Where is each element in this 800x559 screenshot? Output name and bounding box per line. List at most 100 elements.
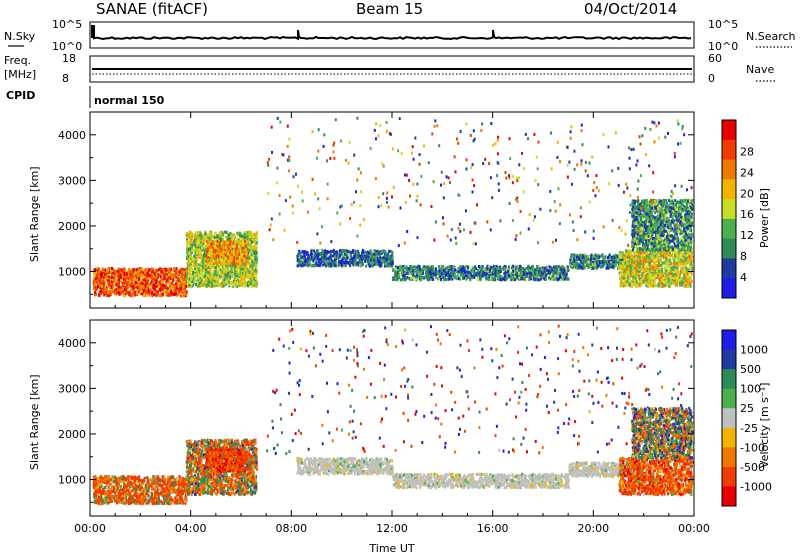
range-cell	[507, 270, 509, 273]
range-cell	[361, 257, 363, 260]
range-cell	[555, 274, 557, 277]
range-cell	[120, 276, 122, 279]
range-cell	[514, 278, 516, 281]
range-cell	[333, 251, 335, 254]
range-cell	[451, 278, 453, 281]
range-cell	[160, 275, 162, 278]
range-cell	[562, 278, 564, 281]
range-cell	[200, 262, 202, 265]
range-cell	[256, 231, 258, 234]
range-cell	[414, 268, 416, 271]
range-cell	[317, 254, 319, 257]
range-cell	[196, 248, 198, 251]
range-cell	[235, 281, 237, 284]
range-cell	[418, 265, 420, 268]
range-cell	[250, 257, 252, 260]
range-cell	[465, 278, 467, 281]
range-cell	[536, 265, 538, 268]
range-cell	[364, 251, 366, 254]
range-cell	[447, 271, 449, 274]
range-cell	[160, 270, 162, 273]
range-cell	[170, 272, 172, 275]
range-cell	[616, 260, 618, 263]
date-title: 04/Oct/2014	[584, 0, 677, 18]
range-cell	[341, 263, 343, 266]
range-cell	[462, 266, 464, 269]
range-cell	[157, 276, 159, 279]
range-cell	[248, 257, 250, 260]
range-cell	[336, 250, 338, 253]
range-cell	[187, 280, 189, 283]
range-cell	[389, 250, 391, 253]
range-cell	[132, 268, 134, 271]
range-cell	[590, 263, 592, 266]
range-cell	[112, 290, 114, 293]
range-cell	[190, 251, 192, 254]
range-cell	[255, 265, 257, 268]
range-cell	[225, 246, 227, 249]
range-cell	[162, 293, 164, 296]
range-cell	[523, 273, 525, 276]
range-cell	[181, 273, 183, 276]
range-cell	[189, 231, 191, 234]
range-cell	[100, 290, 102, 293]
range-cell	[188, 233, 190, 236]
range-cell	[139, 288, 141, 291]
range-cell	[242, 257, 244, 260]
range-cell	[216, 262, 218, 265]
range-cell	[143, 293, 145, 296]
range-cell	[349, 264, 351, 267]
range-cell	[247, 284, 249, 287]
range-cell	[518, 269, 520, 272]
range-cell	[206, 250, 208, 253]
range-cell	[368, 260, 370, 263]
range-cell	[240, 241, 242, 244]
range-cell	[400, 278, 402, 281]
range-cell	[98, 278, 100, 281]
range-cell	[428, 267, 430, 270]
range-cell	[218, 261, 220, 264]
range-cell	[582, 256, 584, 259]
range-cell	[166, 275, 168, 278]
range-cell	[117, 270, 119, 273]
range-cell	[208, 279, 210, 282]
range-cell	[394, 275, 396, 278]
range-cell	[555, 277, 557, 280]
range-cell	[183, 294, 185, 297]
range-cell	[195, 261, 197, 264]
range-cell	[244, 259, 246, 262]
range-cell	[306, 253, 308, 256]
range-cell	[209, 285, 211, 288]
range-cell	[530, 269, 532, 272]
range-cell	[253, 272, 255, 275]
range-cell	[213, 255, 215, 258]
range-cell	[365, 265, 367, 268]
range-cell	[445, 267, 447, 270]
range-cell	[157, 293, 159, 296]
range-cell	[609, 254, 611, 257]
range-cell	[183, 274, 185, 277]
range-cell	[146, 268, 148, 271]
range-cell	[539, 267, 541, 270]
range-cell	[530, 277, 532, 280]
range-cell	[426, 271, 428, 274]
range-cell	[100, 273, 102, 276]
range-cell	[432, 269, 434, 272]
range-cell	[123, 268, 125, 271]
range-cell	[486, 265, 488, 268]
range-cell	[150, 274, 152, 277]
range-cell	[200, 256, 202, 259]
range-cell	[149, 285, 151, 288]
range-cell	[188, 248, 190, 251]
range-cell	[582, 264, 584, 267]
range-cell	[236, 232, 238, 235]
range-cell	[382, 249, 384, 252]
range-cell	[325, 255, 327, 258]
range-cell	[93, 286, 95, 289]
range-cell	[190, 237, 192, 240]
range-cell	[156, 289, 158, 292]
range-cell	[538, 270, 540, 273]
range-cell	[607, 256, 609, 259]
nsky-label: N.Sky	[4, 30, 36, 43]
range-cell	[114, 274, 116, 277]
